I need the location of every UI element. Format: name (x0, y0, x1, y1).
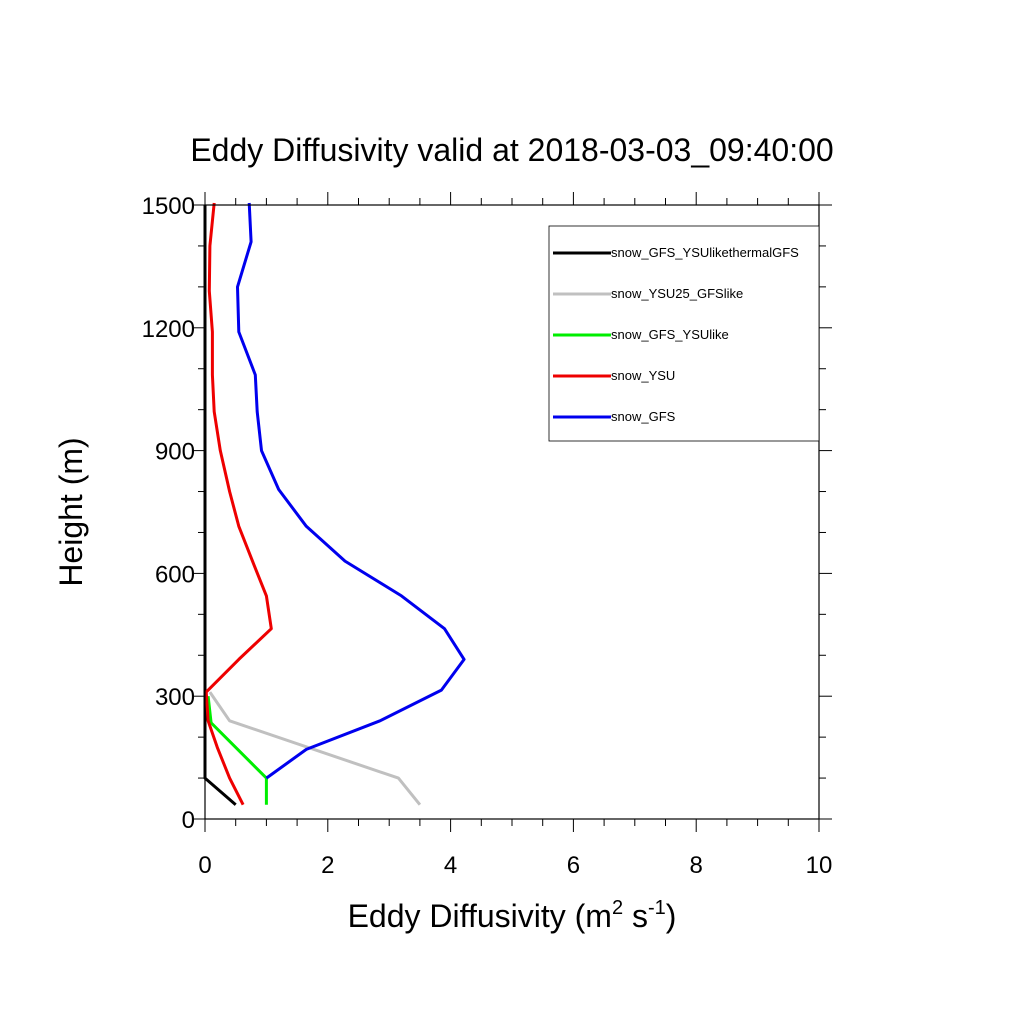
x-axis-title-sup-1: 2 (612, 897, 623, 919)
x-tick-labels: 0 2 4 6 8 10 (198, 852, 832, 879)
legend-items: snow_GFS_YSUlikethermalGFS snow_YSU25_GFS… (553, 245, 799, 424)
x-tick-label: 8 (690, 852, 703, 879)
legend-label-snow_YSU25_GFSlike: snow_YSU25_GFSlike (611, 286, 743, 301)
y-axis-title: Height (m) (53, 437, 89, 586)
y-tick-label: 900 (155, 439, 195, 466)
x-axis-title-base: Eddy Diffusivity (m (348, 898, 612, 934)
x-tick-label: 4 (444, 852, 457, 879)
axis-ticks (192, 192, 832, 832)
series-line-snow_GFS_YSUlike (206, 696, 268, 805)
series-line-snow_GFS (236, 202, 466, 780)
x-tick-label: 2 (321, 852, 334, 879)
x-tick-label: 0 (198, 852, 211, 879)
legend-label-snow_GFS_YSUlike: snow_GFS_YSUlike (611, 327, 729, 342)
legend-label-snow_GFS: snow_GFS (611, 409, 676, 424)
x-axis-title-end: ) (666, 898, 677, 934)
legend-label-snow_YSU: snow_YSU (611, 368, 675, 383)
y-tick-labels: 0 300 600 900 1200 1500 (142, 193, 195, 834)
legend-label-snow_GFS_YSUlikethermalGFS: snow_GFS_YSUlikethermalGFS (611, 245, 799, 260)
series-line-snow_YSU (204, 202, 273, 806)
y-tick-label: 0 (182, 807, 195, 834)
y-tick-label: 600 (155, 561, 195, 588)
y-tick-label: 300 (155, 684, 195, 711)
y-tick-label: 1500 (142, 193, 195, 220)
x-axis-title: Eddy Diffusivity (m2 s-1) (348, 897, 677, 934)
x-tick-label: 6 (567, 852, 580, 879)
chart-title: Eddy Diffusivity valid at 2018-03-03_09:… (190, 132, 833, 168)
series-line-snow_YSU25_GFSlike (208, 691, 422, 806)
y-tick-label: 1200 (142, 316, 195, 343)
x-tick-label: 10 (806, 852, 833, 879)
x-axis-title-sup-2: -1 (648, 897, 666, 919)
x-axis-title-mid: s (623, 898, 648, 934)
legend: snow_GFS_YSUlikethermalGFS snow_YSU25_GFS… (548, 225, 820, 442)
